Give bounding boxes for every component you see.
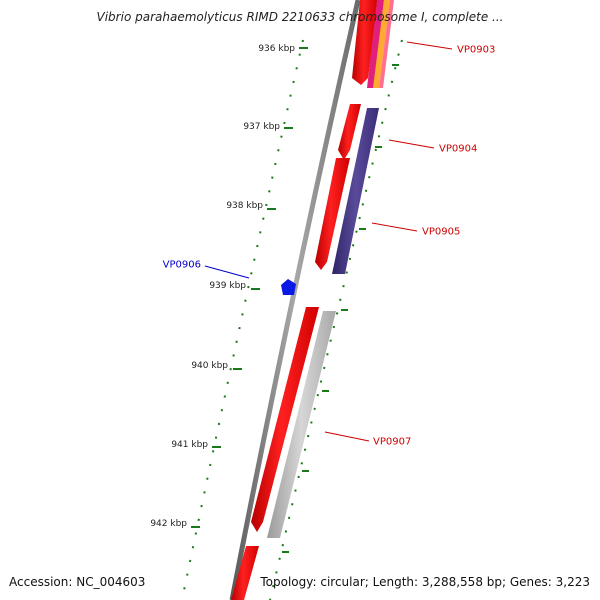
ruler-tick-936: 936 kbp	[258, 44, 308, 54]
ruler-tick-937: 937 kbp	[243, 122, 293, 132]
gene-label-text[interactable]: VP0904	[439, 144, 477, 155]
inner-ruler-ticks	[282, 64, 399, 553]
ruler-tick-939: 939 kbp	[209, 281, 260, 291]
ruler-tick-942: 942 kbp	[150, 519, 200, 529]
gene-vp0904-band	[332, 108, 379, 274]
ruler-label: 940 kbp	[191, 361, 228, 371]
gene-label-text[interactable]: VP0903	[457, 45, 495, 56]
ruler-tick-940: 940 kbp	[191, 361, 242, 371]
gene-vp0905-cds	[315, 158, 350, 270]
ruler-tick-938: 938 kbp	[226, 201, 276, 211]
genome-backbone	[229, 0, 361, 600]
map-title: Vibrio parahaemolyticus RIMD 2210633 chr…	[96, 10, 504, 24]
gene-label-vp0905[interactable]: VP0905	[371, 222, 460, 238]
ruler-label: 939 kbp	[209, 281, 246, 291]
ruler-label: 936 kbp	[258, 44, 295, 54]
ruler-label: 938 kbp	[226, 201, 263, 211]
gene-vp0903-band-pink2	[379, 0, 394, 88]
gene-label-text[interactable]: VP0905	[422, 227, 460, 238]
ruler-label: 941 kbp	[171, 440, 208, 450]
gene-vp0907-cds	[251, 307, 319, 532]
gene-vp0903-band-pink	[367, 0, 384, 88]
gene-label-text[interactable]: VP0907	[373, 437, 411, 448]
gene-vp0903-band-orange	[373, 0, 390, 88]
gene-vp0906-shape	[281, 279, 296, 295]
gene-label-text[interactable]: VP0906	[163, 260, 201, 271]
gene-next-cds	[231, 546, 259, 600]
ruler-label: 942 kbp	[150, 519, 187, 529]
gene-vp0907-band	[267, 311, 336, 538]
ruler-label: 937 kbp	[243, 122, 280, 132]
ruler-tick-941: 941 kbp	[171, 440, 221, 450]
gene-vp0903-cds	[352, 0, 378, 85]
gene-vp0904-cds	[338, 104, 361, 160]
gene-label-vp0906[interactable]: VP0906	[163, 260, 250, 279]
gene-label-vp0903[interactable]: VP0903	[406, 41, 495, 56]
accession-text: Accession: NC_004603	[9, 575, 146, 589]
genome-summary-text: Topology: circular; Length: 3,288,558 bp…	[260, 575, 590, 589]
gene-label-vp0904[interactable]: VP0904	[388, 139, 477, 155]
gene-label-vp0907[interactable]: VP0907	[324, 431, 411, 448]
